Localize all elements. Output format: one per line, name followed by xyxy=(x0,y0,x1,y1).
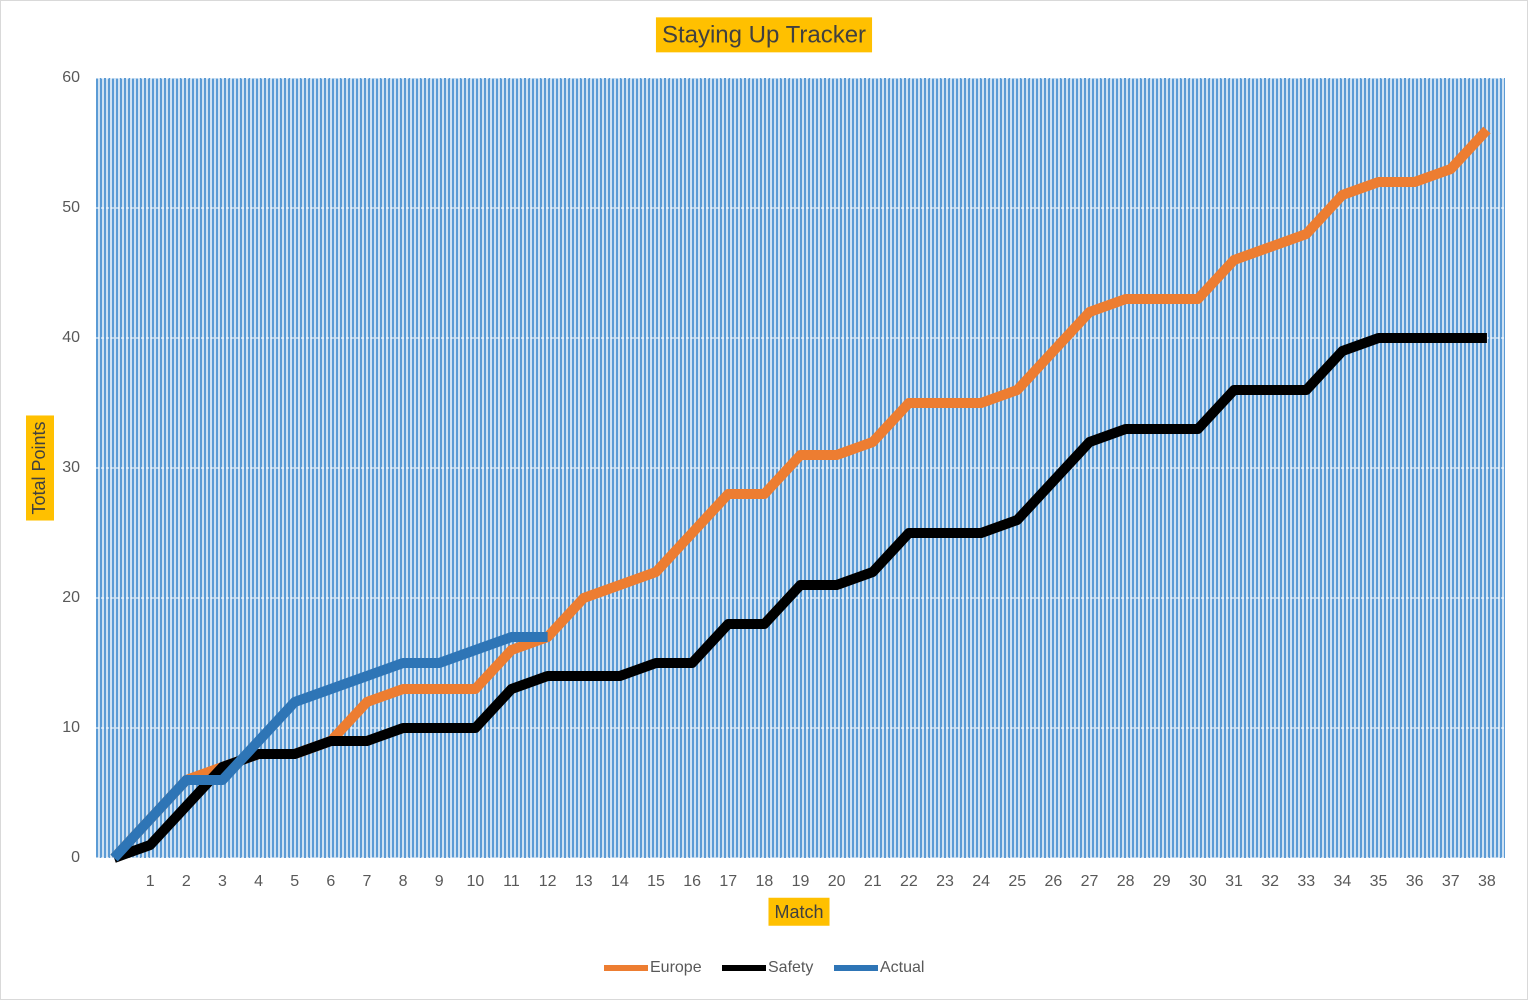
x-tick-label: 18 xyxy=(755,873,773,890)
x-tick-label: 25 xyxy=(1008,873,1026,890)
x-tick-label: 30 xyxy=(1189,873,1207,890)
x-tick-label: 24 xyxy=(972,873,990,890)
x-tick-label: 2 xyxy=(182,873,191,890)
x-tick-label: 34 xyxy=(1334,873,1352,890)
x-tick-label: 12 xyxy=(539,873,557,890)
x-axis-title: Match xyxy=(774,902,823,922)
y-tick-label: 20 xyxy=(62,589,80,606)
x-tick-label: 33 xyxy=(1297,873,1315,890)
x-tick-label: 1 xyxy=(146,873,155,890)
chart-title: Staying Up Tracker xyxy=(662,21,866,48)
x-tick-label: 36 xyxy=(1406,873,1424,890)
legend-label: Actual xyxy=(880,959,924,976)
plot-area xyxy=(96,78,1505,858)
series-line xyxy=(110,632,548,862)
series-line xyxy=(110,126,1491,862)
x-tick-label: 31 xyxy=(1225,873,1243,890)
y-tick-label: 40 xyxy=(62,329,80,346)
x-tick-label: 19 xyxy=(792,873,810,890)
x-tick-label: 3 xyxy=(218,873,227,890)
y-tick-label: 10 xyxy=(62,719,80,736)
x-tick-label: 10 xyxy=(466,873,484,890)
x-tick-label: 37 xyxy=(1442,873,1460,890)
x-tick-label: 20 xyxy=(828,873,846,890)
x-tick-label: 16 xyxy=(683,873,701,890)
title-highlight xyxy=(26,415,54,521)
y-tick-label: 60 xyxy=(62,69,80,86)
x-tick-label: 13 xyxy=(575,873,593,890)
legend-label: Europe xyxy=(650,959,702,976)
x-tick-label: 35 xyxy=(1370,873,1388,890)
x-tick-label: 5 xyxy=(290,873,299,890)
x-tick-label: 29 xyxy=(1153,873,1171,890)
x-tick-label: 27 xyxy=(1081,873,1099,890)
x-tick-label: 9 xyxy=(435,873,444,890)
x-tick-label: 28 xyxy=(1117,873,1135,890)
series-line xyxy=(112,333,1487,863)
y-axis-title: Total Points xyxy=(29,421,49,514)
x-tick-label: 26 xyxy=(1044,873,1062,890)
x-tick-label: 14 xyxy=(611,873,629,890)
x-tick-label: 6 xyxy=(326,873,335,890)
x-tick-label: 38 xyxy=(1478,873,1496,890)
x-tick-label: 21 xyxy=(864,873,882,890)
x-tick-label: 8 xyxy=(399,873,408,890)
y-tick-label: 0 xyxy=(71,849,80,866)
x-tick-label: 17 xyxy=(719,873,737,890)
x-tick-label: 11 xyxy=(503,873,520,890)
x-tick-label: 32 xyxy=(1261,873,1279,890)
x-tick-label: 23 xyxy=(936,873,954,890)
x-tick-label: 22 xyxy=(900,873,918,890)
y-tick-label: 30 xyxy=(62,459,80,476)
legend-label: Safety xyxy=(768,959,813,976)
y-tick-label: 50 xyxy=(62,199,80,216)
x-tick-label: 15 xyxy=(647,873,665,890)
title-highlight xyxy=(768,897,830,926)
title-highlight xyxy=(655,17,873,53)
x-tick-label: 4 xyxy=(254,873,263,890)
x-tick-label: 7 xyxy=(363,873,372,890)
